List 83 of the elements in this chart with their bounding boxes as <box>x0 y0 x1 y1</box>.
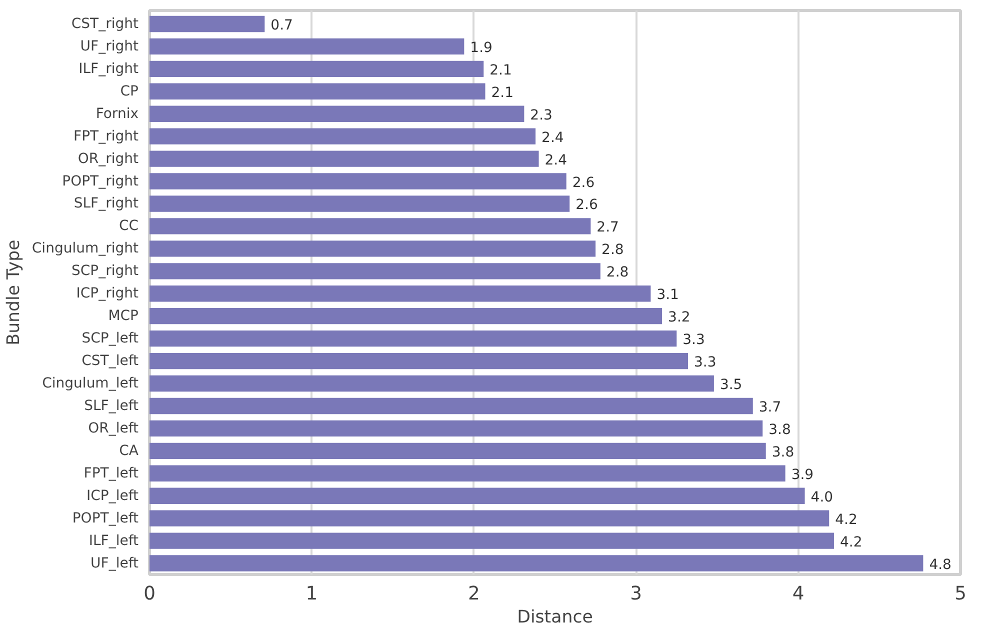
y-tick-label: ILF_right <box>78 60 140 77</box>
bar <box>150 330 677 347</box>
data-label: 4.2 <box>840 534 862 550</box>
data-label: 3.7 <box>758 399 782 416</box>
bar <box>150 150 539 167</box>
data-label: 1.9 <box>470 40 492 56</box>
bar <box>150 532 834 549</box>
data-label: 2.7 <box>596 220 619 236</box>
y-tick-label: SCP_left <box>82 330 140 347</box>
data-label: 2.8 <box>602 242 624 258</box>
bar <box>150 240 596 257</box>
y-tick-label: CST_right <box>71 16 140 32</box>
data-label: 2.8 <box>606 264 629 281</box>
x-tick-label: 4 <box>792 584 804 604</box>
data-label: 3.1 <box>656 287 679 304</box>
x-tick-label: 5 <box>954 584 966 604</box>
y-tick-label: POPT_right <box>62 173 140 190</box>
data-label: 3.9 <box>791 466 814 483</box>
bar <box>150 555 924 572</box>
y-tick-label: CST_left <box>82 353 140 370</box>
y-tick-label: UF_left <box>90 555 140 572</box>
y-tick-label: ILF_left <box>88 532 140 549</box>
data-label: 3.8 <box>772 444 794 460</box>
y-tick-label: POPT_left <box>72 510 140 526</box>
y-tick-label: SCP_right <box>72 263 140 280</box>
bar <box>150 308 662 324</box>
y-tick-label: UF_right <box>80 38 140 54</box>
x-tick-label: 0 <box>144 584 156 604</box>
y-tick-label: Cingulum_left <box>42 376 140 392</box>
y-tick-label: ICP_right <box>76 286 140 302</box>
bar <box>150 38 464 55</box>
y-tick-label: SLF_right <box>74 196 140 212</box>
y-tick-label: SLF_left <box>84 398 140 414</box>
data-label: 3.2 <box>668 310 690 326</box>
y-tick-label: OR_left <box>88 420 140 436</box>
bar <box>150 510 830 526</box>
data-label: 3.8 <box>768 422 791 438</box>
bar <box>150 173 566 190</box>
bar <box>150 218 591 234</box>
x-axis-title: Distance <box>517 608 593 628</box>
data-label: 3.5 <box>720 377 742 394</box>
bar <box>150 106 524 122</box>
bar <box>150 83 486 100</box>
data-label: 4.0 <box>810 489 834 506</box>
bar <box>150 375 714 392</box>
data-label: 4.8 <box>929 556 952 573</box>
bar <box>150 352 688 370</box>
y-tick-label: FPT_left <box>84 465 140 482</box>
y-tick-label: OR_right <box>78 150 140 167</box>
y-tick-label: MCP <box>108 308 138 324</box>
y-tick-label: Cingulum_right <box>32 240 140 257</box>
data-label: 2.1 <box>490 62 512 78</box>
bar <box>150 263 600 280</box>
data-label: 2.6 <box>572 174 595 191</box>
y-tick-label: ICP_left <box>86 488 140 504</box>
bar <box>150 16 265 32</box>
x-tick-label: 2 <box>468 584 480 604</box>
bar <box>150 60 484 78</box>
data-label: 2.4 <box>542 130 564 146</box>
bar <box>150 196 570 212</box>
data-label: 4.2 <box>835 512 858 528</box>
bar <box>150 398 753 414</box>
bar <box>150 465 786 482</box>
y-tick-label: CP <box>120 83 138 100</box>
y-tick-label: FPT_right <box>74 128 140 144</box>
y-tick-label: CC <box>118 218 139 234</box>
data-label: 3.3 <box>694 354 716 371</box>
bar <box>150 286 651 302</box>
x-tick-label: 1 <box>306 584 318 604</box>
data-label: 3.3 <box>682 332 705 348</box>
data-label: 2.6 <box>576 197 598 214</box>
data-label: 0.7 <box>270 17 293 34</box>
bar <box>150 420 763 437</box>
bar <box>150 488 805 504</box>
data-label: 2.1 <box>491 84 514 101</box>
bar <box>150 128 536 144</box>
bar <box>150 442 766 460</box>
data-label: 2.4 <box>544 152 568 168</box>
data-label: 2.3 <box>530 107 552 124</box>
x-tick-label: 3 <box>630 584 642 604</box>
y-tick-label: Fornix <box>96 106 139 122</box>
y-tick-label: CA <box>119 442 139 459</box>
y-axis-title: Bundle Type <box>4 240 24 346</box>
